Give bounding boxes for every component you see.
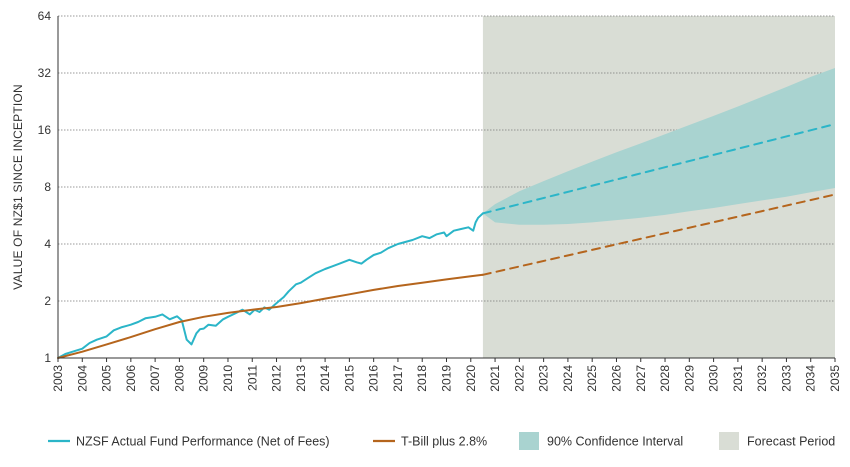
x-tick-label-2024: 2024 — [561, 365, 575, 392]
x-tick-label-2018: 2018 — [415, 365, 429, 392]
x-tick-label-2011: 2011 — [245, 365, 259, 391]
x-tick-label-2023: 2023 — [537, 365, 551, 392]
x-tick-label-2035: 2035 — [828, 365, 842, 392]
x-tick-labels: 2003 2004 2005 2006 2007 2008 2009 2010 2011 2012… — [51, 365, 842, 392]
x-tick-label-2009: 2009 — [197, 365, 211, 392]
x-tick-label-2014: 2014 — [318, 365, 332, 392]
x-tick-label-2007: 2007 — [148, 365, 162, 392]
x-tick-label-2025: 2025 — [585, 365, 599, 392]
series-lines — [57, 123, 836, 359]
legend-label-1: T-Bill plus 2.8% — [401, 435, 487, 449]
x-tick-label-2015: 2015 — [342, 365, 356, 392]
x-tick-label-2004: 2004 — [75, 365, 89, 392]
legend-label-2: 90% Confidence Interval — [547, 435, 683, 449]
series-line-nzsf-actual-fund-performance-net-of-fees — [57, 212, 484, 359]
legend-swatch-2 — [519, 432, 539, 450]
x-tick-label-2032: 2032 — [755, 365, 769, 392]
x-tick-label-2012: 2012 — [270, 365, 284, 392]
legend-swatch-3 — [719, 432, 739, 450]
x-tick-label-2006: 2006 — [124, 365, 138, 392]
x-tick-label-2028: 2028 — [658, 365, 672, 392]
axes — [57, 16, 836, 362]
x-tick-label-2030: 2030 — [707, 365, 721, 392]
x-tick-label-2013: 2013 — [294, 365, 308, 392]
x-tick-label-2008: 2008 — [172, 365, 186, 392]
x-tick-label-2033: 2033 — [779, 365, 793, 392]
y-tick-label-16: 16 — [38, 123, 52, 137]
legend-label-0: NZSF Actual Fund Performance (Net of Fee… — [76, 435, 330, 449]
y-tick-labels: 1 2 4 8 16 32 64 — [38, 9, 52, 365]
series-line-t-bill-forecast — [481, 193, 836, 276]
y-tick-label-2: 2 — [44, 294, 51, 308]
y-axis-label: VALUE OF NZ$1 SINCE INCEPTION — [11, 84, 25, 290]
y-tick-label-1: 1 — [44, 351, 51, 365]
x-tick-label-2022: 2022 — [512, 365, 526, 392]
x-tick-label-2034: 2034 — [804, 365, 818, 392]
y-tick-label-4: 4 — [44, 237, 51, 251]
x-tick-label-2016: 2016 — [367, 365, 381, 392]
y-tick-label-64: 64 — [38, 9, 52, 23]
confidence-interval-area — [482, 68, 835, 225]
x-tick-label-2027: 2027 — [634, 365, 648, 392]
x-tick-label-2005: 2005 — [100, 365, 114, 392]
y-tick-label-8: 8 — [44, 180, 51, 194]
x-tick-label-2010: 2010 — [221, 365, 235, 392]
series-line-t-bill-plus-2-8 — [57, 273, 484, 359]
x-tick-label-2031: 2031 — [731, 365, 745, 392]
x-tick-label-2003: 2003 — [51, 365, 65, 392]
legend: NZSF Actual Fund Performance (Net of Fee… — [48, 432, 835, 450]
x-tick-label-2020: 2020 — [464, 365, 478, 392]
x-tick-label-2017: 2017 — [391, 365, 405, 392]
x-tick-label-2019: 2019 — [440, 365, 454, 392]
confidence-interval-band — [482, 68, 835, 225]
x-tick-label-2026: 2026 — [610, 365, 624, 392]
y-tick-label-32: 32 — [38, 66, 52, 80]
x-tick-label-2029: 2029 — [682, 365, 696, 392]
legend-label-3: Forecast Period — [747, 435, 835, 449]
series-line-nzsf-forecast — [481, 123, 836, 215]
x-tick-label-2021: 2021 — [488, 365, 502, 392]
